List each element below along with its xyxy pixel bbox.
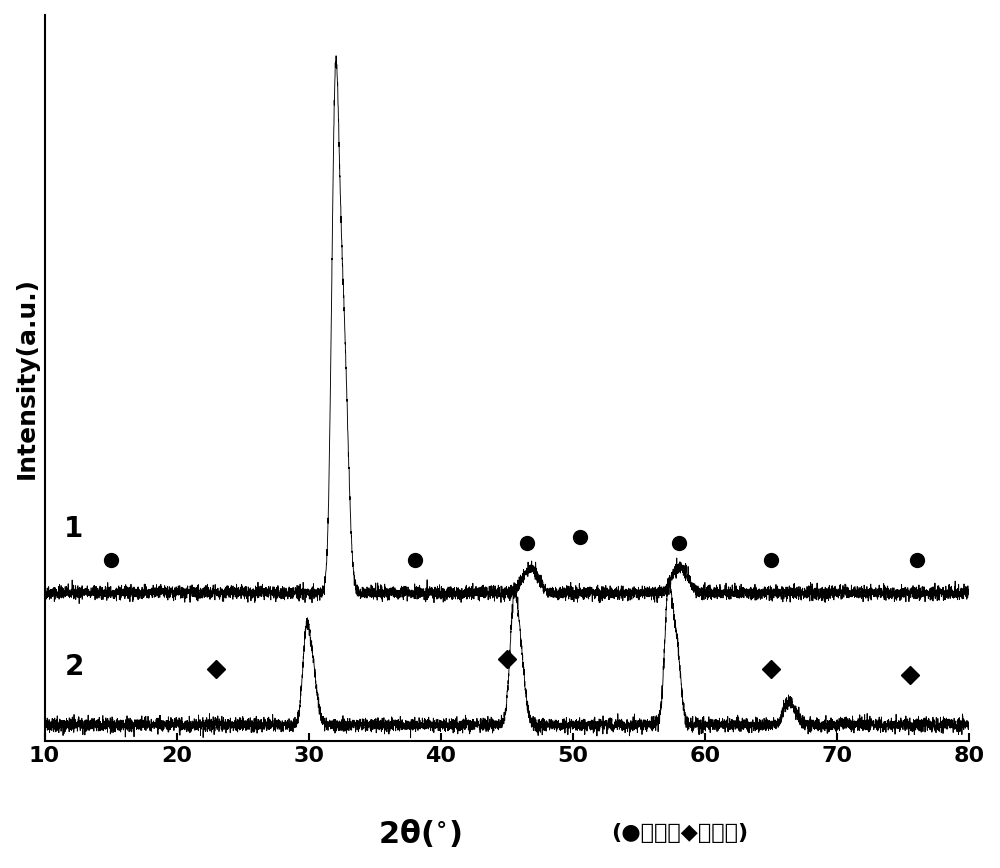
Text: 2: 2 — [64, 654, 84, 681]
Text: (●钓鍶矿◆烧绿石): (●钓鍶矿◆烧绿石) — [611, 823, 749, 844]
Text: $\mathbf{2\theta(^{\circ})}$: $\mathbf{2\theta(^{\circ})}$ — [378, 818, 462, 849]
Text: 1: 1 — [64, 515, 84, 542]
Y-axis label: Intensity(a.u.): Intensity(a.u.) — [15, 277, 39, 479]
